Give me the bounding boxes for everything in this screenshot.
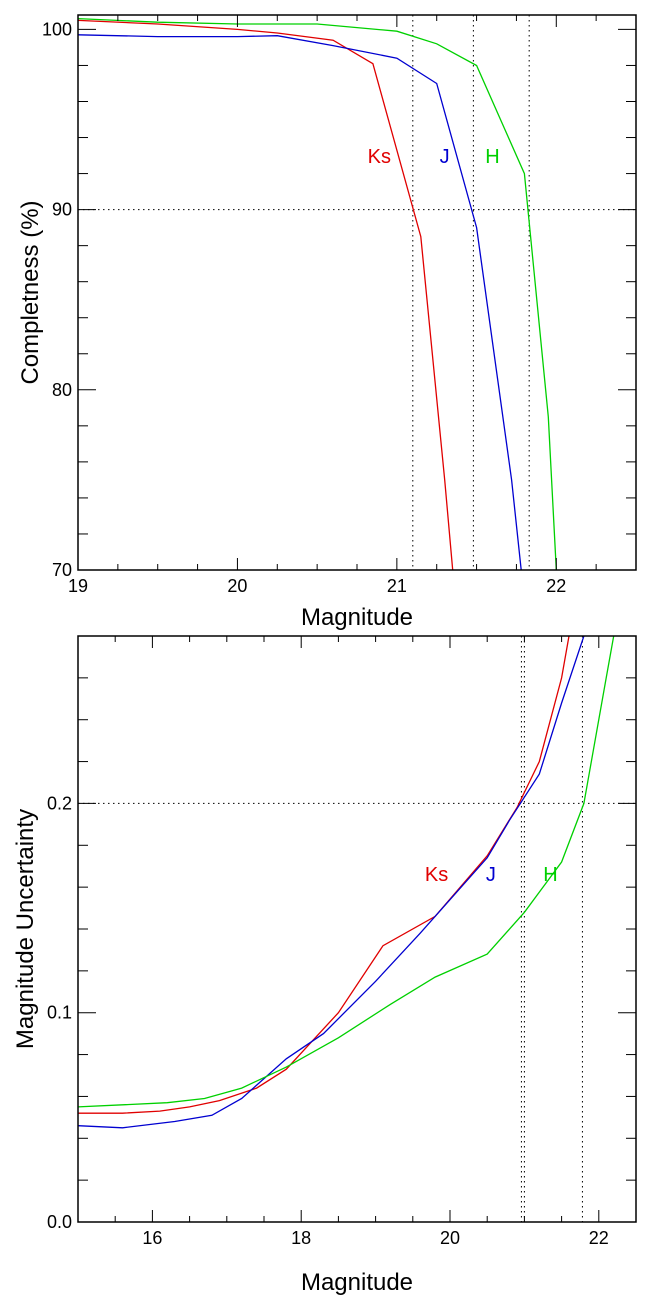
x-axis-title: Magnitude xyxy=(301,604,413,631)
completeness-panel: Ks J H 19 20 21 22 70 80 90 100 Magnitude Completnes… xyxy=(17,14,637,631)
series-line-j xyxy=(78,34,522,570)
series-label-h: H xyxy=(543,864,557,886)
series-label-j: J xyxy=(440,146,450,168)
series-line-j xyxy=(78,636,585,1129)
uncertainty-panel: Ks J H 16 18 20 22 0.0 0.1 0.2 Magnitude Magnitude … xyxy=(12,635,637,1296)
series-label-j: J xyxy=(486,864,496,886)
plot-frame xyxy=(77,635,637,1223)
series-line-h xyxy=(78,17,557,570)
x-tick-label: 22 xyxy=(589,1228,609,1248)
y-tick-label: 0.1 xyxy=(47,1003,72,1023)
x-tick-label: 21 xyxy=(387,576,407,596)
y-axis-title: Magnitude Uncertainty xyxy=(12,809,39,1049)
y-tick-label: 0.2 xyxy=(47,793,72,813)
y-tick-label: 0.0 xyxy=(47,1212,72,1232)
series-label-ks: Ks xyxy=(425,864,448,886)
y-tick-label: 80 xyxy=(52,380,72,400)
x-tick-label: 20 xyxy=(440,1228,460,1248)
series-line-h xyxy=(78,636,615,1108)
y-tick-label: 70 xyxy=(52,560,72,580)
x-tick-label: 16 xyxy=(142,1228,162,1248)
x-tick-label: 18 xyxy=(291,1228,311,1248)
series-label-h: H xyxy=(485,146,499,168)
series-line-ks xyxy=(78,19,454,570)
y-tick-label: 100 xyxy=(42,19,72,39)
x-tick-label: 19 xyxy=(68,576,88,596)
y-tick-label: 90 xyxy=(52,200,72,220)
x-tick-label: 20 xyxy=(227,576,247,596)
x-tick-label: 22 xyxy=(546,576,566,596)
series-label-ks: Ks xyxy=(368,146,391,168)
series-line-ks xyxy=(78,636,570,1114)
x-axis-title: Magnitude xyxy=(301,1269,413,1296)
y-axis-title: Completness (%) xyxy=(17,200,44,384)
